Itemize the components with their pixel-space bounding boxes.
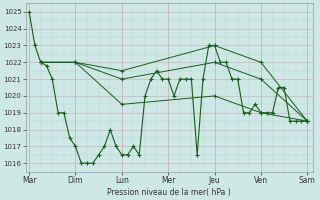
X-axis label: Pression niveau de la mer( hPa ): Pression niveau de la mer( hPa ) <box>108 188 231 197</box>
